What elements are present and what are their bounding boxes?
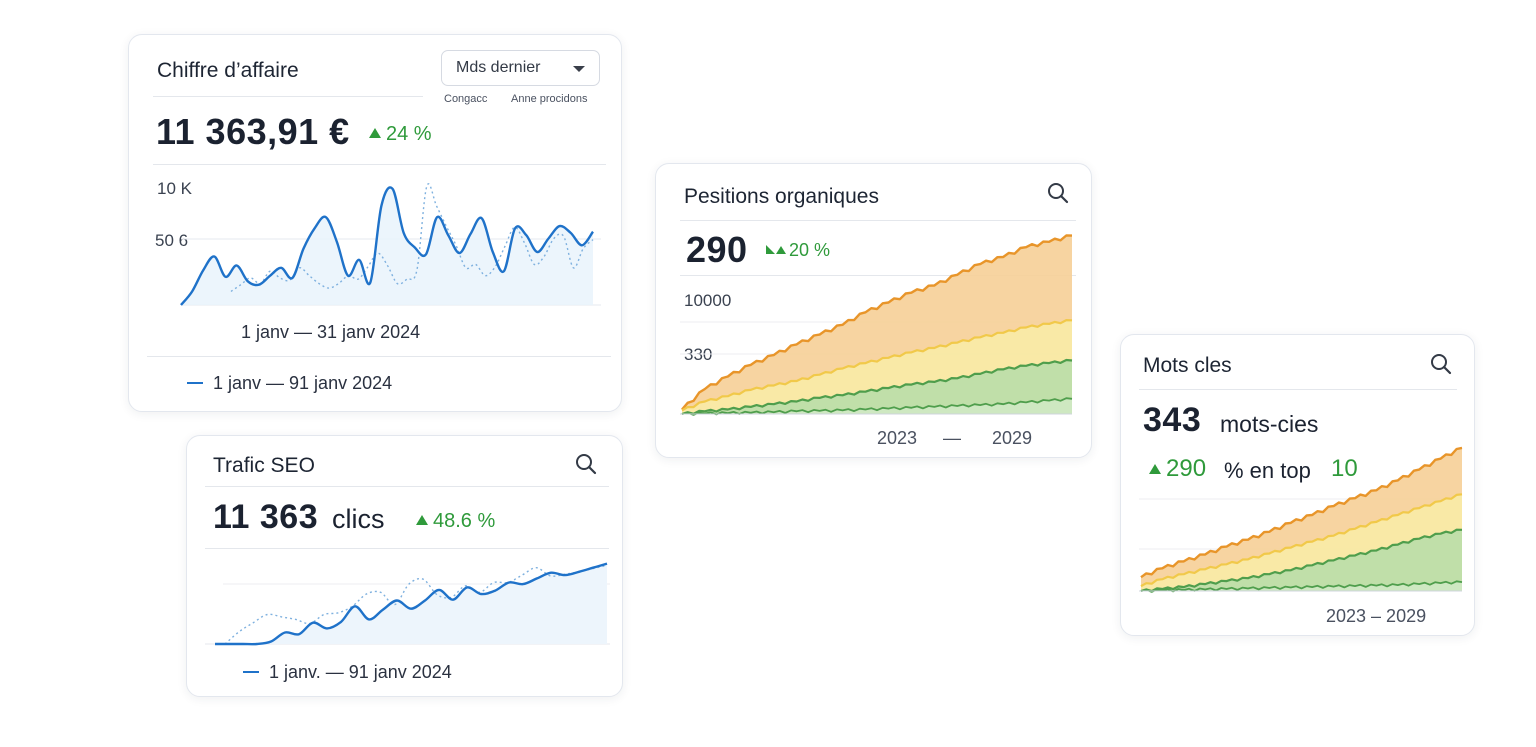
trend-value: 48.6 % (433, 510, 496, 532)
x-axis-start: 2023 (877, 428, 918, 448)
seo-unit: clics (332, 504, 385, 534)
trend-up-icon (766, 245, 775, 254)
divider (1139, 389, 1457, 390)
keywords-chart (1139, 446, 1463, 593)
series-green-area (1141, 529, 1462, 592)
y-tick-label: 10 K (157, 179, 192, 198)
revenue-chart (180, 183, 601, 306)
trend-up-icon (369, 128, 381, 138)
positions-value: 290 (686, 229, 748, 270)
y-tick-label: 50 6 (155, 231, 189, 250)
trend-up-icon (416, 515, 428, 525)
trend-badge: 48.6 % (416, 510, 495, 533)
top10-rank: 10 (1331, 455, 1358, 482)
main-series-line (180, 186, 594, 306)
divider (680, 275, 1076, 276)
series-area (181, 187, 593, 305)
trend-up-icon (1149, 464, 1161, 474)
x-axis-end: 2029 (992, 428, 1033, 448)
top10-badge: 290 (1149, 455, 1206, 483)
seo-chart (205, 562, 610, 646)
legend-label: 1 janv — 91 janv 2024 (213, 373, 393, 393)
series-orange-line (1140, 446, 1463, 579)
dropdown-sub-right: Anne procidons (511, 93, 588, 105)
search-icon[interactable] (1046, 181, 1070, 205)
series-area (215, 563, 607, 645)
keywords-value: 343 (1143, 401, 1202, 439)
top10-value: 290 (1166, 455, 1207, 482)
top10-text: % en top (1224, 458, 1311, 483)
divider (205, 486, 609, 487)
keywords-card: Mots cles 343 mots-cies 290 % en top 10 … (1120, 334, 1475, 636)
series-yellow-line (1140, 493, 1463, 588)
date-range-label: 1 janv — 31 janv 2024 (241, 322, 421, 342)
series-green-low-line (681, 397, 1073, 416)
card-title: Chiffre d’affaire (157, 59, 299, 82)
positions-chart (680, 234, 1073, 416)
legend-line-marker (187, 382, 203, 384)
series-green-area (682, 360, 1072, 414)
dropdown-label: Mds dernier (456, 59, 541, 76)
series-green-low-area (1141, 581, 1462, 592)
legend-line-marker (243, 671, 259, 673)
trend-value: 24 % (386, 123, 432, 145)
y-tick-label: 10000 (684, 291, 732, 310)
series-green-line (681, 358, 1073, 416)
card-title: Pesitions organiques (684, 185, 879, 208)
keywords-unit: mots-cies (1220, 411, 1319, 437)
trend-badge: 24 % (369, 123, 432, 146)
series-orange-line (681, 234, 1073, 411)
x-axis-range: 2023 – 2029 (1326, 606, 1427, 626)
organic-positions-card: Pesitions organiques 290 20 % 10000 330 … (655, 163, 1092, 458)
search-icon[interactable] (574, 452, 598, 476)
trend-badge: 20 % (766, 240, 830, 261)
legend-item: 1 janv. — 91 janv 2024 (243, 662, 452, 683)
dropdown-sub-left: Congacc (444, 93, 488, 105)
seo-traffic-card: Trafic SEO 11 363 clics 48.6 % 1 janv. —… (186, 435, 623, 697)
trend-up-icon (776, 246, 786, 254)
legend-item: 1 janv — 91 janv 2024 (187, 373, 392, 394)
chevron-down-icon (573, 66, 585, 72)
search-icon[interactable] (1429, 352, 1453, 376)
card-title: Trafic SEO (213, 454, 315, 477)
main-series-line (214, 562, 608, 646)
x-axis-separator: — (943, 428, 961, 448)
divider (147, 356, 611, 357)
series-green-line (1140, 528, 1463, 593)
series-green-low-area (682, 398, 1072, 415)
series-yellow-line (681, 319, 1073, 412)
legend-label: 1 janv. — 91 janv 2024 (269, 662, 452, 682)
period-dropdown[interactable]: Mds dernier (441, 50, 600, 86)
revenue-value: 11 363,91 € (156, 111, 350, 152)
card-title: Mots cles (1143, 354, 1232, 377)
divider (153, 96, 423, 97)
divider (153, 164, 606, 165)
seo-value: 11 363 (213, 498, 319, 536)
divider (205, 548, 609, 549)
divider (680, 220, 1076, 221)
trend-value: 20 % (789, 240, 831, 260)
revenue-card: Chiffre d’affaire Mds dernier Congacc An… (128, 34, 622, 412)
